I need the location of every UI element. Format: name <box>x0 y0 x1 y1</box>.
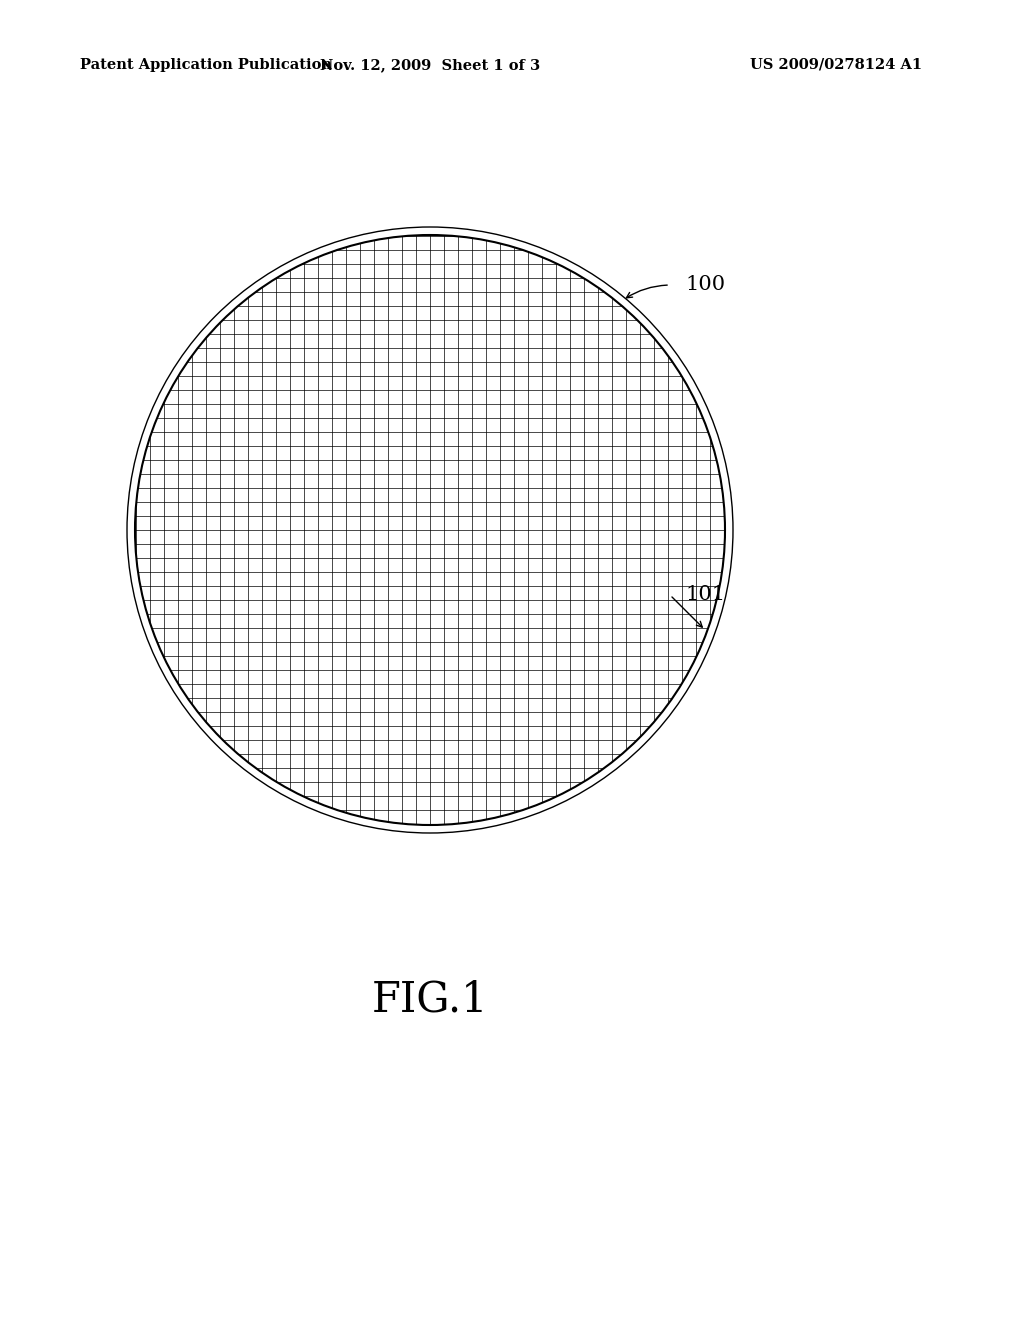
Text: 100: 100 <box>685 276 725 294</box>
Text: Nov. 12, 2009  Sheet 1 of 3: Nov. 12, 2009 Sheet 1 of 3 <box>319 58 540 73</box>
Text: FIG.1: FIG.1 <box>372 979 488 1020</box>
Text: 101: 101 <box>685 586 725 605</box>
Text: Patent Application Publication: Patent Application Publication <box>80 58 332 73</box>
Text: US 2009/0278124 A1: US 2009/0278124 A1 <box>750 58 923 73</box>
